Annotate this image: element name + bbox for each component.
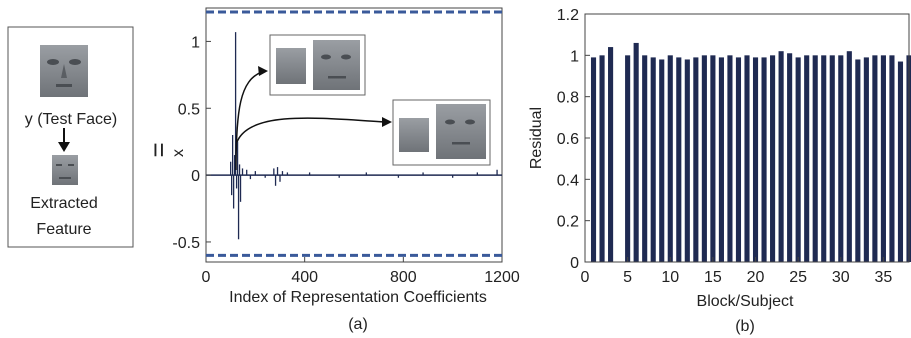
chart-b-caption: (b): [735, 318, 755, 335]
residual-bar: [718, 57, 724, 263]
residual-bar: [642, 55, 648, 263]
residual-bar: [727, 55, 733, 263]
inset-faces-top: [269, 34, 366, 96]
extracted-feature-image: [52, 155, 78, 185]
chart-b-xtick-label: 35: [875, 269, 893, 286]
residual-bar: [821, 55, 827, 263]
residual-bar: [625, 55, 631, 263]
chart-a-caption: (a): [348, 316, 368, 333]
residual-bar: [693, 57, 699, 263]
test-face-image: [40, 45, 88, 97]
residual-bar: [608, 47, 614, 262]
chart-b-xtick-label: 10: [661, 269, 679, 286]
residual-bar: [889, 55, 895, 263]
chart-a-xlabel: Index of Representation Coefficients: [229, 289, 487, 306]
residual-bar: [855, 59, 861, 262]
chart-b-ylabel: Residual: [528, 107, 545, 169]
residual-bar: [744, 55, 750, 263]
residual-bar: [710, 55, 716, 263]
residual-bar: [659, 59, 665, 262]
residual-bar: [684, 59, 690, 262]
chart-b-ytick-label: 0.6: [557, 131, 579, 148]
chart-b-ytick-label: 1.2: [557, 7, 579, 24]
chart-a-xtick-label: 0: [202, 269, 211, 286]
chart-b-xlabel: Block/Subject: [697, 293, 794, 310]
chart-a-ytick-label: 0.5: [178, 101, 200, 118]
test-face-panel: [7, 26, 134, 248]
chart-a-ylabel: x: [170, 149, 187, 157]
residual-bar: [795, 57, 801, 263]
chart-b-ytick-label: 0.2: [557, 214, 579, 231]
residual-bar: [650, 57, 656, 263]
inset-arrow-top: [235, 71, 263, 171]
inset-arrow-bottom: [236, 117, 386, 143]
residual-bar: [599, 55, 605, 263]
residual-bar: [880, 55, 886, 263]
residual-bar: [838, 55, 844, 263]
test-face-label: y (Test Face): [25, 111, 117, 128]
residual-bar: [735, 57, 742, 263]
residual-bar: [897, 61, 904, 263]
residual-bar: [829, 55, 835, 263]
chart-b-xtick-label: 5: [623, 269, 632, 286]
chart-b-ytick-label: 0.8: [557, 90, 579, 107]
chart-b-ytick-label: 0: [570, 255, 579, 272]
chart-a-xtick-label: 400: [291, 269, 318, 286]
residual-bar: [872, 55, 878, 263]
residual-bar: [812, 55, 818, 263]
chart-a: 0 400 800 1200-0.500.51: [172, 7, 520, 286]
equals-sign: =: [144, 142, 174, 157]
chart-a-xtick-label: 1200: [484, 269, 520, 286]
chart-a-ytick-label: -0.5: [172, 235, 200, 252]
chart-b-xtick-label: 25: [789, 269, 807, 286]
residual-bar: [590, 57, 597, 263]
inset-faces-bottom: [392, 99, 491, 166]
chart-b-xtick-label: 0: [581, 269, 590, 286]
chart-a-frame: [205, 7, 503, 263]
chart-b-ytick-label: 0.4: [557, 172, 579, 189]
chart-b-xtick-label: 20: [747, 269, 765, 286]
chart-a-ytick-label: 0: [191, 168, 200, 185]
residual-bar: [761, 57, 767, 263]
chart-a-xtick-label: 800: [390, 269, 417, 286]
residual-bar: [778, 51, 784, 263]
chart-a-ytick-label: 1: [191, 34, 200, 51]
chart-b-ytick-label: 1: [570, 48, 579, 65]
residual-bar: [676, 57, 682, 263]
residual-bar: [770, 55, 776, 263]
residual-bar: [846, 51, 852, 263]
inset-arrow-top-head: [258, 66, 268, 76]
residual-bar: [752, 57, 759, 263]
chart-b-xtick-label: 30: [832, 269, 850, 286]
chart-b: 0 0.2 0.4 0.6 0.8 1 1.2 0 5 10 15 20 25 30 35: [557, 7, 911, 286]
residual-bar: [804, 55, 810, 263]
residual-bar: [667, 55, 673, 263]
residual-bar: [633, 42, 639, 262]
extracted-label-line2: Feature: [36, 221, 91, 238]
extracted-label-line1: Extracted: [30, 195, 98, 212]
chart-b-xtick-label: 15: [704, 269, 722, 286]
residual-bar: [863, 57, 869, 263]
residual-bar: [701, 55, 707, 263]
residual-bar: [787, 53, 793, 263]
inset-arrow-bottom-head: [382, 117, 392, 127]
down-arrow-head: [58, 142, 70, 152]
